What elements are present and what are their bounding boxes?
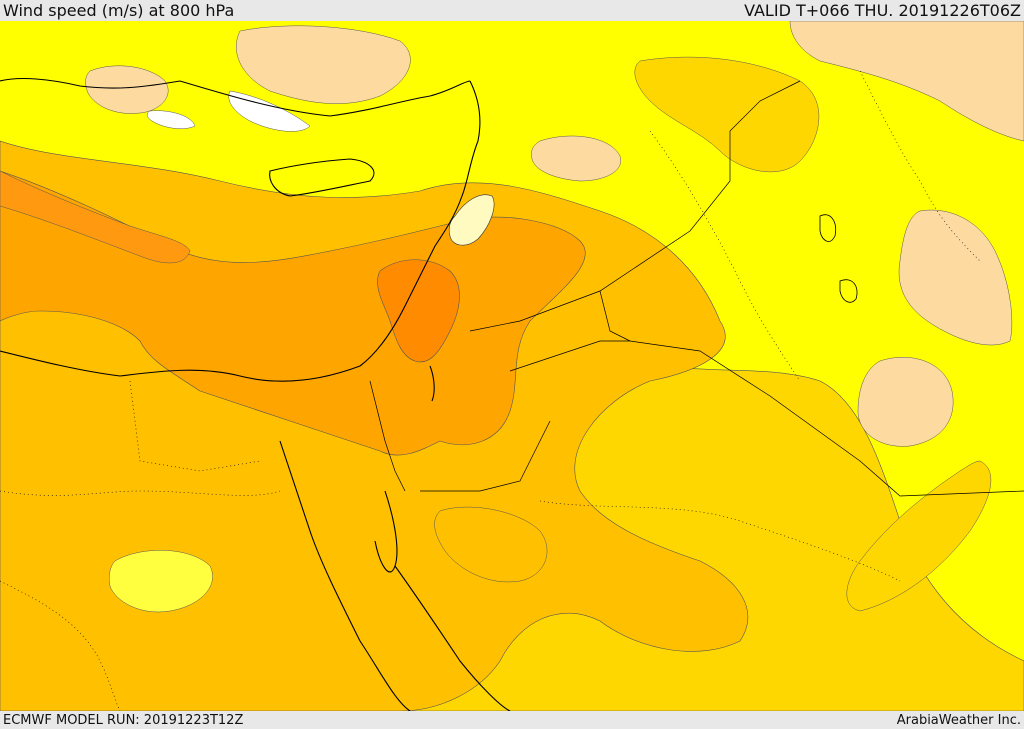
field-dark-orange-streak [0, 170, 191, 264]
field-white-calm-2 [147, 110, 196, 129]
field-peach-north [236, 25, 411, 104]
map-header: Wind speed (m/s) at 800 hPa VALID T+066 … [0, 0, 1024, 21]
field-peach-northeast [789, 21, 1024, 142]
coastlines [0, 78, 511, 711]
field-dark-orange [377, 259, 460, 363]
credit: ArabiaWeather Inc. [896, 712, 1021, 728]
map-footer: ECMWF MODEL RUN: 20191223T12Z ArabiaWeat… [0, 711, 1024, 729]
country-borders [369, 80, 1024, 497]
model-run: ECMWF MODEL RUN: 20191223T12Z [3, 712, 244, 728]
map-canvas [0, 21, 1024, 711]
island-marker-2 [839, 279, 858, 303]
field-gold-diagonal [846, 460, 992, 612]
field-peach-syria [531, 135, 621, 182]
region-borders [0, 70, 981, 711]
field-gold-east [634, 56, 820, 173]
field-peach-central-east [857, 357, 954, 447]
wind-speed-map[interactable] [0, 21, 1024, 711]
field-lebanon-jet [448, 194, 495, 246]
island-marker [819, 214, 837, 242]
field-amber-southeast [434, 506, 548, 583]
field-peach-east [898, 209, 1013, 346]
field-peach-northwest [85, 65, 169, 114]
field-light-patch-west [108, 550, 213, 613]
map-title: Wind speed (m/s) at 800 hPa [3, 1, 235, 20]
valid-time: VALID T+066 THU. 20191226T06Z [744, 1, 1021, 20]
